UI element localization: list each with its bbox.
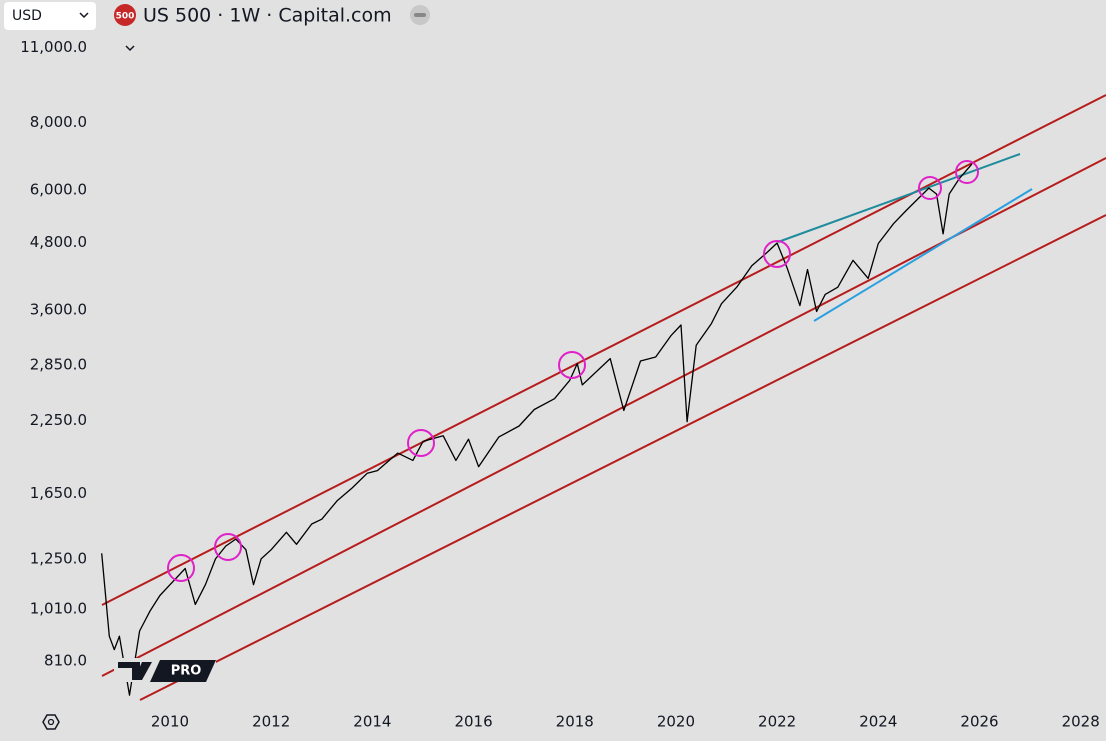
channel-middle	[101, 157, 1106, 677]
drawings	[101, 94, 1106, 701]
y-tick-label: 1,650.0	[30, 484, 87, 502]
x-tick-label: 2026	[960, 713, 998, 731]
price-line	[101, 163, 973, 696]
plot	[101, 163, 973, 696]
y-tick-label: 1,010.0	[30, 600, 87, 618]
y-tick-label: 4,800.0	[30, 233, 87, 251]
highlights	[167, 160, 979, 582]
symbol-badge	[114, 4, 136, 26]
x-tick-label: 2012	[252, 713, 290, 731]
toggle-icon[interactable]	[414, 13, 426, 17]
y-tick-label: 2,850.0	[30, 356, 87, 374]
highlight-circle	[558, 351, 586, 379]
symbol-badge-text: 500	[116, 12, 135, 22]
settings[interactable]	[42, 714, 60, 730]
currency[interactable]: USD	[12, 8, 42, 24]
settings-icon-dot[interactable]	[47, 718, 55, 726]
top-bar: USD 500 US 500 · 1W · Capital.com	[4, 2, 430, 52]
x-tick-label: 2010	[151, 713, 189, 731]
logo-mark	[118, 662, 152, 680]
dropdown-arrow[interactable]	[79, 12, 89, 19]
x-tick-label: 2022	[758, 713, 796, 731]
y-tick-label: 3,600.0	[30, 301, 87, 319]
collapse-arrow[interactable]	[125, 45, 135, 52]
y-tick-label: 2,250.0	[30, 411, 87, 429]
trend-line	[777, 153, 1021, 243]
channel-lower	[139, 214, 1106, 701]
x-tick-label: 2016	[454, 713, 492, 731]
settings-icon[interactable]	[42, 714, 60, 730]
logo-pro: PRO	[171, 664, 202, 679]
highlight-circle	[407, 429, 435, 457]
highlight-circle	[918, 176, 942, 200]
highlight-circle	[214, 533, 242, 561]
y-tick-label: 810.0	[44, 651, 87, 669]
logo: PRO	[114, 658, 216, 682]
x-tick-label: 2024	[859, 713, 897, 731]
y-tick-label: 6,000.0	[30, 181, 87, 199]
currency-select[interactable]	[4, 2, 96, 30]
highlight-circle	[955, 160, 979, 184]
chart-title: US 500 · 1W · Capital.com	[143, 5, 392, 27]
x-tick-label: 2018	[556, 713, 594, 731]
y-tick-label: 8,000.0	[30, 113, 87, 131]
x-tick-label: 2020	[657, 713, 695, 731]
y-tick-label: 11,000.0	[20, 38, 87, 56]
y-tick-label: 1,250.0	[30, 549, 87, 567]
logo-pro-bg	[150, 660, 216, 682]
x-tick-label: 2028	[1062, 713, 1100, 731]
highlight-circle	[763, 240, 791, 268]
support-line	[813, 188, 1033, 322]
x-tick-label: 2014	[353, 713, 391, 731]
highlight-circle	[167, 554, 195, 582]
